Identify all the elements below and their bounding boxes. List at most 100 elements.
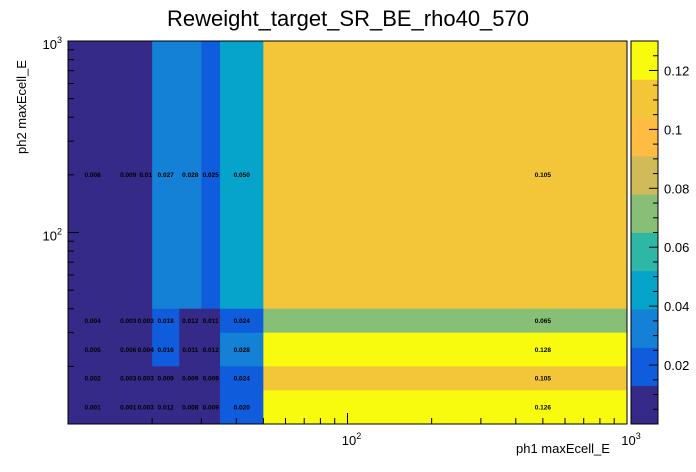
cell-value-label: 0.128	[535, 347, 552, 354]
cell-value-label: 0.024	[234, 318, 251, 325]
heatmap-cell	[179, 390, 202, 425]
color-scale-band	[631, 309, 658, 348]
x-tick-label: 102	[342, 431, 361, 448]
x-tick-label: 103	[621, 431, 640, 448]
heatmap-cell	[263, 390, 628, 425]
cell-value-label: 0.025	[203, 172, 220, 179]
cell-value-label: 0.009	[182, 376, 199, 383]
cell-value-label: 0.006	[120, 347, 137, 354]
cell-value-label: 0.009	[203, 404, 220, 411]
cell-value-label: 0.018	[158, 318, 175, 325]
cell-value-label: 0.003	[120, 376, 137, 383]
heatmap-cell	[201, 390, 221, 425]
heatmap-cells	[68, 41, 628, 425]
cell-value-label: 0.008	[182, 404, 199, 411]
color-scale-tick-label: 0.04	[664, 299, 689, 314]
color-scale-band	[631, 79, 658, 118]
cell-value-label: 0.009	[120, 172, 137, 179]
cell-value-label: 0.009	[203, 376, 220, 383]
heatmap-cell	[117, 390, 140, 425]
heatmap-cell	[263, 41, 628, 310]
heatmap-cell	[220, 332, 264, 367]
color-scale-tick-label: 0.1	[664, 122, 682, 137]
color-scale-band	[631, 232, 658, 272]
heatmap-cell	[68, 308, 118, 334]
cell-value-label: 0.008	[84, 172, 101, 179]
heatmap-cell	[139, 390, 153, 425]
heatmap-cell	[139, 308, 153, 334]
cell-value-label: 0.003	[138, 318, 155, 325]
heatmap-cell	[263, 308, 628, 334]
heatmap-cell	[179, 366, 202, 391]
heatmap-cell	[152, 366, 180, 391]
heatmap-cell	[68, 41, 118, 310]
heatmap-cell	[201, 308, 221, 334]
cell-value-label: 0.012	[158, 404, 175, 411]
heatmap-cell	[68, 332, 118, 367]
cell-value-label: 0.012	[182, 318, 199, 325]
cell-value-label: 0.126	[535, 404, 552, 411]
cell-value-label: 0.024	[234, 376, 251, 383]
heatmap-cell	[139, 332, 153, 367]
heatmap-cell	[152, 332, 180, 367]
heatmap-cell	[220, 366, 264, 391]
cell-value-label: 0.105	[535, 376, 552, 383]
cell-value-label: 0.01	[139, 172, 152, 179]
heatmap-cell	[152, 41, 180, 310]
x-axis-label: ph1 maxEcell_E	[516, 441, 610, 456]
cell-value-label: 0.011	[182, 347, 198, 354]
cell-value-label: 0.011	[203, 318, 219, 325]
color-scale-tick-label: 0.08	[664, 181, 689, 196]
heatmap-cell	[179, 308, 202, 334]
cell-value-label: 0.028	[182, 172, 199, 179]
heatmap-cell	[220, 41, 264, 310]
cell-value-label: 0.003	[120, 318, 137, 325]
cell-value-label: 0.027	[158, 172, 175, 179]
cell-value-label: 0.050	[234, 172, 251, 179]
cell-value-label: 0.003	[138, 404, 155, 411]
color-scale-band	[631, 194, 658, 233]
heatmap-cell	[117, 308, 140, 334]
heatmap-cell	[220, 390, 264, 425]
cell-value-label: 0.001	[84, 404, 101, 411]
heatmap-cell	[220, 308, 264, 334]
cell-value-label: 0.020	[234, 404, 251, 411]
cell-value-label: 0.028	[234, 347, 251, 354]
cell-value-label: 0.012	[203, 347, 220, 354]
chart-title: Reweight_target_SR_BE_rho40_570	[166, 6, 530, 31]
cell-value-label: 0.002	[84, 376, 101, 383]
color-scale-band	[631, 41, 658, 80]
cell-labels: 0.008 0.009 0.01 0.027 0.028 0.025 0.050 0.1050…	[84, 172, 551, 411]
heatmap-cell	[68, 366, 118, 391]
cell-value-label: 0.005	[84, 347, 101, 354]
heatmap-cell	[179, 332, 202, 367]
y-tick-label: 103	[43, 35, 62, 52]
heatmap-cell	[263, 366, 628, 391]
heatmap-cell	[201, 366, 221, 391]
color-scale-tick-label: 0.02	[664, 358, 689, 373]
heatmap-cell	[263, 332, 628, 367]
y-tick-label: 102	[43, 227, 62, 244]
heatmap-cell	[152, 308, 180, 334]
color-scale-tick-label: 0.12	[664, 63, 689, 78]
heatmap-cell	[201, 332, 221, 367]
heatmap-cell	[139, 41, 153, 310]
cell-value-label: 0.016	[158, 347, 175, 354]
cell-value-label: 0.004	[138, 347, 155, 354]
color-scale-band	[631, 385, 658, 425]
color-scale-band	[631, 270, 658, 310]
cell-value-label: 0.009	[158, 376, 175, 383]
cell-value-label: 0.004	[84, 318, 101, 325]
heatmap-cell	[117, 41, 140, 310]
cell-value-label: 0.065	[535, 318, 552, 325]
cell-value-label: 0.001	[120, 404, 137, 411]
cell-value-label: 0.003	[138, 376, 155, 383]
color-scale-band	[631, 117, 658, 157]
heatmap-cell	[68, 390, 118, 425]
plot-axes: 102 103 102 103	[43, 35, 641, 448]
heatmap-cell	[179, 41, 202, 310]
heatmap-cell	[152, 390, 180, 425]
cell-value-label: 0.105	[535, 172, 552, 179]
color-scale-tick-label: 0.06	[664, 240, 689, 255]
